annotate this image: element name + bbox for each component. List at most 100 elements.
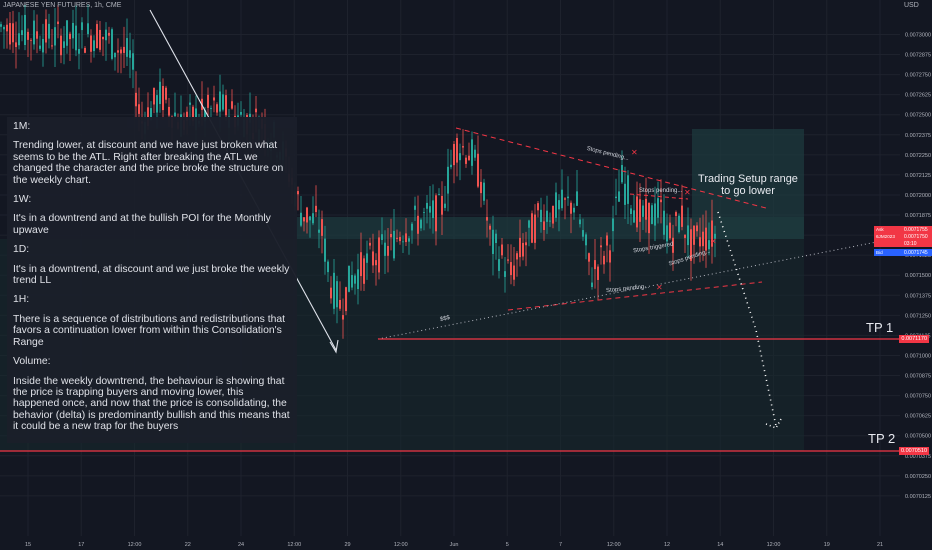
- candle-body: [42, 38, 44, 53]
- candle-body: [573, 207, 575, 213]
- candle-body: [120, 49, 122, 54]
- candle-body: [384, 242, 386, 256]
- y-tick-label: 0.0072250: [905, 153, 931, 159]
- candle-body: [402, 241, 404, 243]
- note-p5: 1D:: [13, 244, 30, 256]
- candle-body: [525, 242, 527, 246]
- candle-body: [381, 234, 383, 240]
- candle-body: [531, 213, 533, 243]
- y-tick-label: 0.0072000: [905, 193, 931, 199]
- note-p8: There is a sequence of distributions and…: [13, 313, 286, 348]
- candle-body: [468, 155, 470, 161]
- candle-body: [690, 229, 692, 261]
- candle-body: [426, 202, 428, 209]
- candle-body: [450, 164, 452, 168]
- candle-body: [162, 85, 164, 111]
- time-axis: 15 17 12:00 22 24 12:00 29 12:00 Jun 5 7 12:00 12 14 1…: [0, 536, 932, 550]
- candle-body: [609, 250, 611, 263]
- candle-body: [684, 234, 686, 238]
- lower-trendline: [507, 281, 763, 311]
- candle-body: [63, 41, 65, 48]
- candle-body: [318, 229, 320, 233]
- candle-body: [330, 287, 332, 299]
- candle-body: [603, 255, 605, 265]
- candle-body: [354, 275, 356, 284]
- y-tick-label: 0.0070750: [905, 394, 931, 400]
- candle-body: [528, 220, 530, 228]
- candle-body: [399, 237, 401, 242]
- x-tick-label: 12: [664, 542, 670, 548]
- candle-body: [699, 237, 701, 247]
- candle-body: [39, 45, 41, 49]
- candle-body: [456, 137, 458, 163]
- candle-body: [486, 217, 488, 221]
- candle-body: [516, 253, 518, 260]
- note-p7: 1H:: [13, 294, 30, 306]
- candle-body: [48, 23, 50, 39]
- candle-body: [462, 146, 464, 148]
- y-tick-label: 0.0071250: [905, 313, 931, 319]
- candle-body: [165, 87, 167, 100]
- candle-body: [561, 189, 563, 209]
- note-p9: Volume:: [13, 356, 51, 368]
- candle-body: [117, 50, 119, 53]
- candle-body: [423, 212, 425, 213]
- x-tick-label: 24: [238, 542, 244, 548]
- candle-body: [564, 198, 566, 200]
- note-p6: It's in a downtrend, at discount and we …: [13, 263, 290, 287]
- candle-body: [342, 315, 344, 320]
- tp1-price-tag: 0.0071170: [899, 335, 929, 343]
- candle-body: [621, 165, 623, 183]
- candle-body: [537, 203, 539, 211]
- last-price-tag-value: 0.0071745: [904, 250, 928, 256]
- price-axis: 0.0073000 0.0072875 0.0072750 0.0072625 0.00…: [874, 0, 932, 550]
- y-tick-label: 0.0071000: [905, 353, 931, 359]
- candle-body: [393, 230, 395, 259]
- candle-body: [60, 35, 62, 56]
- candle-body: [111, 29, 113, 59]
- x-tick-label: 12:00: [128, 542, 142, 548]
- candle-body: [69, 33, 71, 40]
- candle-body: [480, 181, 482, 194]
- candle-body: [678, 215, 680, 233]
- x-mark-1: ✕: [631, 148, 638, 157]
- last-price-tag: [874, 240, 932, 247]
- last-price-tag-name: Bid: [876, 250, 883, 255]
- candle-body: [540, 209, 542, 222]
- y-tick-label: 0.0072625: [905, 93, 931, 99]
- candle-body: [663, 210, 665, 235]
- y-tick-label: 0.0071625: [905, 253, 931, 259]
- x-tick-label: 12:00: [394, 542, 408, 548]
- candle-body: [78, 48, 80, 54]
- note-p2: Trending lower, at discount and we have …: [13, 140, 284, 186]
- candle-body: [639, 199, 641, 222]
- tp2-price-tag: 0.0070510: [899, 447, 929, 455]
- candle-body: [552, 205, 554, 224]
- time-axis-bg: [0, 536, 932, 550]
- x-tick-label: 14: [717, 542, 723, 548]
- candle-body: [390, 233, 392, 238]
- tp1-label: TP 1: [866, 320, 894, 335]
- candle-body: [417, 215, 419, 234]
- candle-body: [657, 198, 659, 218]
- candle-body: [708, 240, 710, 250]
- candle-body: [324, 238, 326, 262]
- candle-body: [9, 23, 11, 45]
- candle-body: [174, 112, 176, 117]
- candle-body: [363, 258, 365, 284]
- candle-body: [357, 269, 359, 290]
- candle-body: [126, 38, 128, 57]
- last-price-tag-value: 03:10: [904, 241, 917, 247]
- y-tick-label: 0.0073000: [905, 32, 931, 38]
- candle-body: [681, 205, 683, 227]
- x-tick-label: 15: [25, 542, 31, 548]
- analysis-note: 1M: Trending lower, at discount and we h…: [7, 117, 297, 443]
- candle-body: [366, 253, 368, 263]
- candle-body: [519, 237, 521, 258]
- candle-body: [651, 205, 653, 224]
- candle-body: [459, 153, 461, 161]
- candle-body: [543, 221, 545, 231]
- candle-body: [510, 262, 512, 276]
- candle-body: [51, 45, 53, 47]
- x-tick-label: 19: [824, 542, 830, 548]
